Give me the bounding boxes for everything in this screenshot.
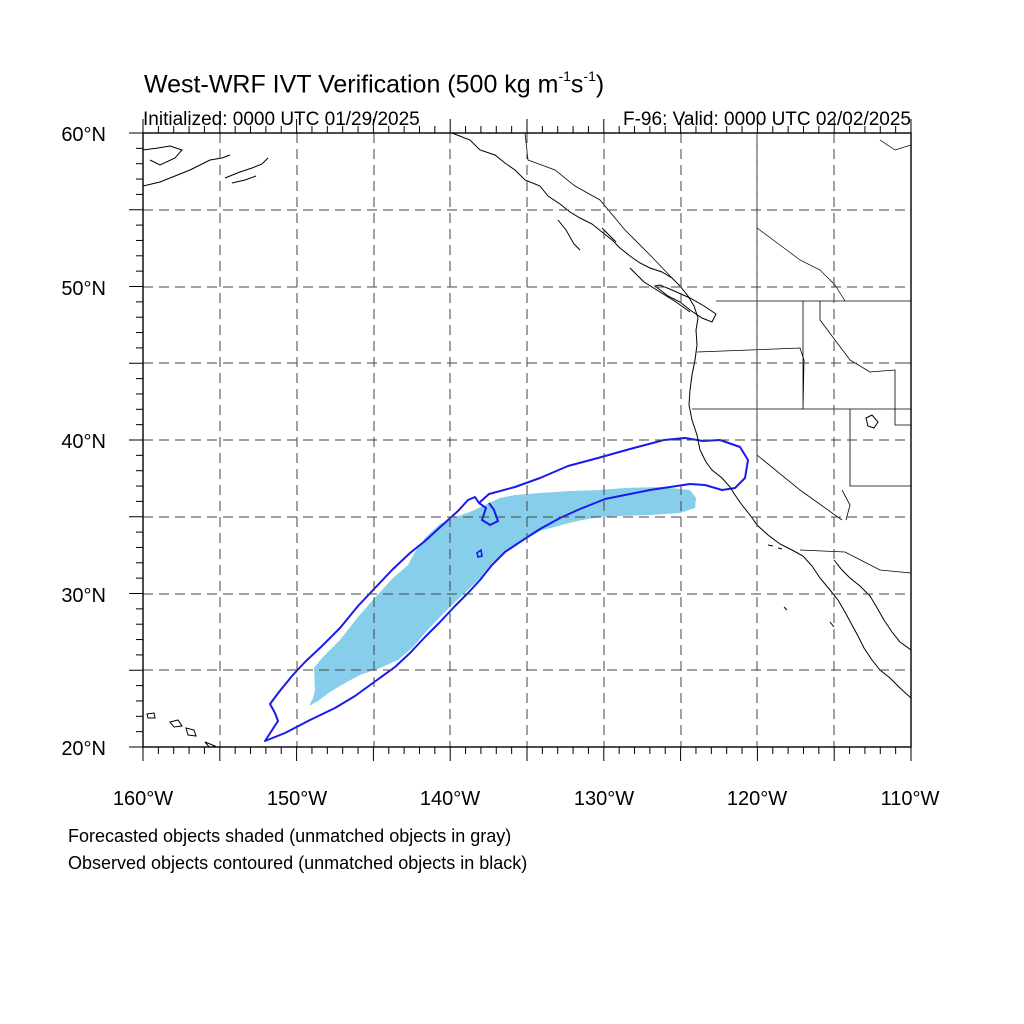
lat-label-50n: 50°N <box>61 278 106 300</box>
lon-tick-labels: 160°W 150°W 140°W 130°W 120°W 110°W <box>113 788 940 810</box>
observed-contour-islet <box>476 548 483 558</box>
vancouver-island <box>653 284 717 323</box>
forecast-legend-note: Forecasted objects shaded (unmatched obj… <box>68 826 512 846</box>
bc-coast-islands <box>557 219 691 313</box>
hawaii-islands <box>146 712 217 747</box>
lon-label-140w: 140°W <box>420 788 480 810</box>
channel-islands <box>767 544 835 628</box>
lon-label-110w: 110°W <box>881 788 940 810</box>
alaska-southwest-coast <box>143 145 269 187</box>
lat-tick-labels: 20°N 30°N 40°N 50°N 60°N <box>61 124 106 760</box>
init-time-label: Initialized: 0000 UTC 01/29/2025 <box>143 109 420 130</box>
title-exponent-1: -1 <box>558 68 571 84</box>
lon-label-160w: 160°W <box>113 788 173 810</box>
title-exponent-2: -1 <box>583 68 596 84</box>
lat-label-40n: 40°N <box>61 431 106 453</box>
title-tail: ) <box>595 70 605 99</box>
forecast-ivt-object <box>309 487 696 706</box>
title-main: West-WRF IVT Verification (500 kg m <box>144 70 559 99</box>
great-salt-lake <box>865 414 879 429</box>
axis-ticks <box>129 119 912 761</box>
title-mid: s <box>570 70 584 99</box>
baja-gulf-coast <box>833 559 911 651</box>
lat-label-60n: 60°N <box>61 124 106 146</box>
figure-title: West-WRF IVT Verification (500 kg m-1s-1… <box>144 68 605 99</box>
lon-label-130w: 130°W <box>574 788 634 810</box>
observed-ivt-contour <box>264 437 749 742</box>
interior-rivers <box>756 139 911 302</box>
observed-legend-note: Observed objects contoured (unmatched ob… <box>68 853 528 873</box>
lon-label-150w: 150°W <box>267 788 327 810</box>
valid-time-label: F-96: Valid: 0000 UTC 02/02/2025 <box>623 109 911 130</box>
alaska-canada-border <box>524 133 673 279</box>
lat-label-30n: 30°N <box>61 585 106 607</box>
observed-contour-notch <box>478 502 500 527</box>
lat-label-20n: 20°N <box>61 738 106 760</box>
lon-label-120w: 120°W <box>727 788 787 810</box>
gridlines <box>143 133 911 747</box>
